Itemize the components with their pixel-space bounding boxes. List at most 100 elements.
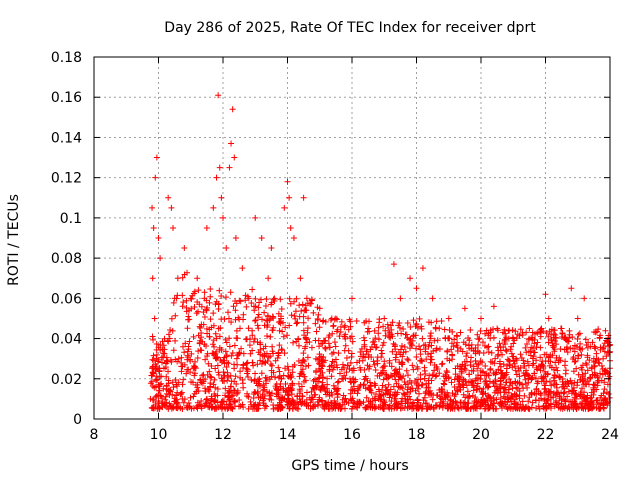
data-point xyxy=(179,405,186,412)
data-point xyxy=(312,355,319,362)
data-point xyxy=(344,362,351,369)
data-point xyxy=(346,365,353,372)
data-point xyxy=(529,362,536,369)
data-point xyxy=(149,364,156,371)
data-point xyxy=(162,393,169,400)
data-point xyxy=(499,351,506,358)
data-point xyxy=(507,379,514,386)
data-point xyxy=(398,342,405,349)
data-point xyxy=(150,224,157,231)
data-point xyxy=(454,404,461,411)
data-point xyxy=(282,324,289,331)
data-point xyxy=(467,405,474,412)
data-point xyxy=(220,369,227,376)
data-point xyxy=(226,343,233,350)
data-point xyxy=(450,400,457,407)
data-point xyxy=(566,327,573,334)
data-point xyxy=(349,295,355,302)
data-point xyxy=(366,328,373,335)
data-point xyxy=(172,356,179,363)
data-point xyxy=(274,387,281,394)
data-point xyxy=(429,295,436,302)
data-point xyxy=(546,328,553,335)
data-point xyxy=(414,365,421,372)
data-point xyxy=(263,317,270,324)
data-point xyxy=(359,357,366,364)
data-point xyxy=(195,308,202,315)
data-point xyxy=(460,391,467,398)
data-point xyxy=(412,332,419,339)
data-point xyxy=(546,388,553,395)
data-point xyxy=(227,372,234,379)
data-point xyxy=(557,325,564,332)
data-point xyxy=(221,372,228,379)
data-point xyxy=(263,296,270,303)
data-point xyxy=(519,398,526,405)
data-point xyxy=(213,404,220,411)
data-point xyxy=(319,340,326,347)
data-point xyxy=(239,265,246,272)
data-point xyxy=(261,322,268,329)
data-point xyxy=(258,316,265,323)
data-point xyxy=(212,384,219,391)
data-point xyxy=(584,344,591,351)
data-point xyxy=(280,386,287,393)
data-point xyxy=(234,361,241,368)
data-point xyxy=(404,386,411,393)
data-point xyxy=(215,92,222,99)
data-point xyxy=(165,368,172,375)
data-point xyxy=(334,364,341,371)
data-point xyxy=(432,373,439,380)
data-point xyxy=(298,383,305,390)
data-point xyxy=(522,380,529,387)
data-point xyxy=(600,344,607,351)
data-point xyxy=(194,275,201,282)
data-point xyxy=(303,295,310,302)
data-point xyxy=(333,361,340,368)
data-point xyxy=(337,323,344,330)
data-point xyxy=(593,328,600,335)
data-point xyxy=(216,287,223,294)
data-point xyxy=(288,399,295,406)
data-point xyxy=(567,398,574,405)
data-point xyxy=(584,392,591,399)
data-point xyxy=(416,315,423,322)
data-point xyxy=(579,405,586,412)
data-point xyxy=(240,404,247,411)
data-point xyxy=(351,387,358,394)
data-point xyxy=(202,387,209,394)
data-point xyxy=(494,327,501,334)
data-point xyxy=(573,392,580,399)
data-point xyxy=(586,357,593,364)
data-point xyxy=(208,395,215,402)
y-tick-label: 0.04 xyxy=(51,332,82,348)
data-point xyxy=(231,378,238,385)
data-point xyxy=(212,330,219,337)
data-point xyxy=(328,400,335,407)
data-point xyxy=(175,379,182,386)
data-point xyxy=(396,384,403,391)
data-point xyxy=(228,140,235,147)
data-point xyxy=(188,350,195,357)
data-point xyxy=(522,376,529,383)
data-point xyxy=(431,367,438,374)
data-point xyxy=(232,235,239,241)
data-point xyxy=(457,386,464,393)
data-point xyxy=(261,405,268,412)
data-point xyxy=(276,318,283,325)
data-point xyxy=(341,333,348,340)
data-point xyxy=(402,381,409,388)
data-point xyxy=(436,346,443,353)
data-point xyxy=(385,388,392,395)
data-point xyxy=(563,337,570,344)
data-point xyxy=(552,331,559,338)
data-point xyxy=(233,355,240,362)
data-point xyxy=(285,396,292,403)
data-point xyxy=(277,296,284,303)
data-point xyxy=(391,401,398,408)
data-point xyxy=(289,369,296,376)
data-point xyxy=(587,343,594,350)
data-point xyxy=(202,400,209,407)
data-point xyxy=(180,299,187,306)
data-point xyxy=(194,354,201,361)
